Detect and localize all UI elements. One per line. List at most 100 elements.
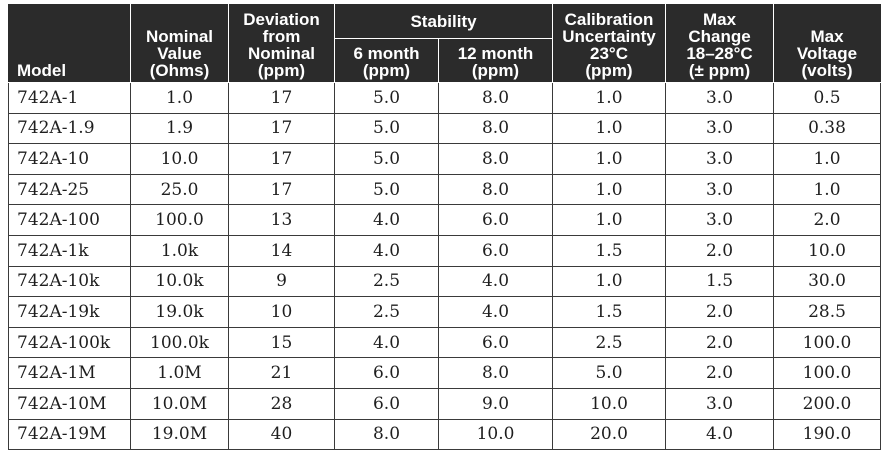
cell-stability-12-month: 4.0: [438, 296, 553, 328]
cell-max-change: 2.0: [665, 326, 774, 359]
cell-stability-6-month: 2.5: [334, 296, 439, 328]
cell-stability-12-month: 10.0: [438, 418, 553, 451]
cell-nominal-value: 19.0M: [130, 418, 229, 451]
cell-stability-6-month: 5.0: [334, 112, 439, 145]
cell-nominal-value: 19.0k: [130, 296, 229, 328]
header-stability-group: Stability: [334, 4, 553, 39]
table-row: 742A-10M 10.0M 28 6.0 9.0 10.0 3.0 200.0: [8, 387, 881, 420]
cell-model: 742A-1: [8, 82, 131, 114]
header-max-voltage-line: Voltage: [796, 44, 858, 63]
cell-stability-6-month: 5.0: [334, 173, 439, 206]
cell-stability-12-month: 8.0: [438, 173, 553, 206]
cell-max-change: 3.0: [665, 82, 774, 114]
cell-max-change: 3.0: [665, 143, 774, 175]
table-row: 742A-25 25.0 17 5.0 8.0 1.0 3.0 1.0: [8, 173, 881, 206]
cell-deviation: 28: [228, 387, 335, 420]
cell-max-voltage: 30.0: [773, 265, 881, 298]
cell-calibration-uncertainty: 1.0: [552, 82, 666, 114]
cell-deviation: 15: [228, 326, 335, 359]
cell-stability-6-month: 2.5: [334, 265, 439, 298]
cell-deviation: 14: [228, 234, 335, 267]
table-body: 742A-1 1.0 17 5.0 8.0 1.0 3.0 0.5 742A-1.9 1.9 17 5…: [8, 82, 881, 451]
header-calibration-uncertainty: Calibration Uncertainty 23°C (ppm): [552, 4, 666, 83]
header-deviation-line: Deviation: [243, 10, 320, 29]
cell-stability-6-month: 5.0: [334, 82, 439, 114]
cell-max-change: 2.0: [665, 296, 774, 328]
header-12-month-line: 12 month: [457, 44, 534, 63]
cell-deviation: 9: [228, 265, 335, 298]
cell-stability-12-month: 8.0: [438, 143, 553, 175]
header-max-voltage-line: (volts): [801, 61, 853, 80]
cell-max-voltage: 200.0: [773, 387, 881, 420]
cell-nominal-value: 1.0k: [130, 234, 229, 267]
cell-model: 742A-100: [8, 204, 131, 236]
cell-stability-6-month: 8.0: [334, 418, 439, 451]
cell-stability-12-month: 6.0: [438, 326, 553, 359]
cell-deviation: 10: [228, 296, 335, 328]
cell-max-change: 2.0: [665, 357, 774, 389]
cell-max-change: 3.0: [665, 204, 774, 236]
header-max-change-line: Change: [688, 27, 751, 46]
cell-stability-12-month: 4.0: [438, 265, 553, 298]
header-deviation-line: Nominal: [247, 44, 316, 63]
cell-nominal-value: 1.0: [130, 82, 229, 114]
cell-stability-6-month: 6.0: [334, 387, 439, 420]
header-nominal-value: Nominal Value (Ohms): [130, 4, 229, 83]
spec-table-container: Model Nominal Value (Ohms) Deviation fro…: [8, 4, 881, 451]
cell-stability-12-month: 8.0: [438, 82, 553, 114]
header-model: Model: [8, 4, 131, 83]
header-12-month-line: (ppm): [471, 61, 520, 80]
cell-nominal-value: 100.0k: [130, 326, 229, 359]
cell-calibration-uncertainty: 2.5: [552, 326, 666, 359]
header-max-voltage: Max Voltage (volts): [773, 4, 881, 83]
header-max-change-line: Max: [702, 10, 737, 29]
cell-model: 742A-1M: [8, 357, 131, 389]
table-row: 742A-1 1.0 17 5.0 8.0 1.0 3.0 0.5: [8, 82, 881, 114]
header-6-month-line: 6 month: [353, 44, 420, 63]
cell-nominal-value: 1.0M: [130, 357, 229, 389]
header-max-change-line: 18–28°C: [686, 44, 753, 63]
cell-stability-6-month: 4.0: [334, 234, 439, 267]
cell-calibration-uncertainty: 1.0: [552, 204, 666, 236]
cell-deviation: 17: [228, 112, 335, 145]
cell-calibration-uncertainty: 5.0: [552, 357, 666, 389]
cell-calibration-uncertainty: 1.0: [552, 265, 666, 298]
cell-model: 742A-19k: [8, 296, 131, 328]
cell-calibration-uncertainty: 1.0: [552, 143, 666, 175]
cell-max-change: 3.0: [665, 387, 774, 420]
cell-nominal-value: 10.0M: [130, 387, 229, 420]
table-row: 742A-1k 1.0k 14 4.0 6.0 1.5 2.0 10.0: [8, 234, 881, 267]
header-deviation-line: (ppm): [257, 61, 306, 80]
cell-stability-12-month: 8.0: [438, 357, 553, 389]
cell-stability-6-month: 6.0: [334, 357, 439, 389]
table-row: 742A-1M 1.0M 21 6.0 8.0 5.0 2.0 100.0: [8, 357, 881, 389]
cell-stability-12-month: 9.0: [438, 387, 553, 420]
cell-model: 742A-100k: [8, 326, 131, 359]
resistance-standards-table: Model Nominal Value (Ohms) Deviation fro…: [8, 4, 881, 451]
cell-max-change: 2.0: [665, 234, 774, 267]
cell-nominal-value: 25.0: [130, 173, 229, 206]
cell-model: 742A-19M: [8, 418, 131, 451]
table-row: 742A-1.9 1.9 17 5.0 8.0 1.0 3.0 0.38: [8, 112, 881, 145]
header-nominal-line: Nominal: [145, 27, 214, 46]
cell-deviation: 17: [228, 173, 335, 206]
header-nominal-line: Value: [157, 44, 202, 63]
cell-model: 742A-1k: [8, 234, 131, 267]
header-deviation: Deviation from Nominal (ppm): [228, 4, 335, 83]
cell-model: 742A-10k: [8, 265, 131, 298]
cell-nominal-value: 100.0: [130, 204, 229, 236]
cell-deviation: 21: [228, 357, 335, 389]
cell-calibration-uncertainty: 1.0: [552, 112, 666, 145]
table-row: 742A-10k 10.0k 9 2.5 4.0 1.0 1.5 30.0: [8, 265, 881, 298]
cell-stability-12-month: 6.0: [438, 204, 553, 236]
cell-max-voltage: 100.0: [773, 326, 881, 359]
table-header: Model Nominal Value (Ohms) Deviation fro…: [8, 4, 881, 83]
cell-max-change: 4.0: [665, 418, 774, 451]
cell-calibration-uncertainty: 1.5: [552, 234, 666, 267]
cell-stability-6-month: 4.0: [334, 204, 439, 236]
cell-model: 742A-10: [8, 143, 131, 175]
cell-model: 742A-10M: [8, 387, 131, 420]
cell-deviation: 13: [228, 204, 335, 236]
cell-max-voltage: 28.5: [773, 296, 881, 328]
table-row: 742A-100 100.0 13 4.0 6.0 1.0 3.0 2.0: [8, 204, 881, 236]
